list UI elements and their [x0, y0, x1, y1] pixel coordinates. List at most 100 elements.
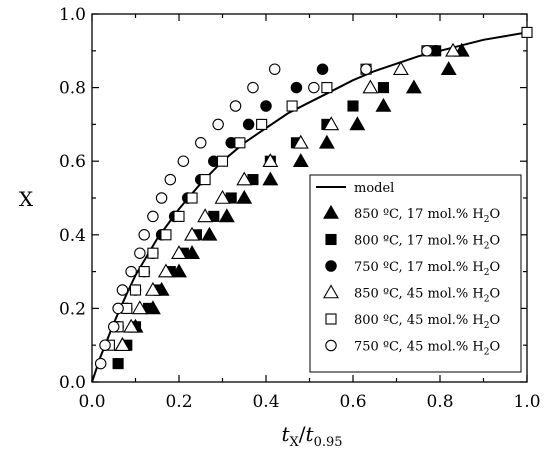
data-point-series-5 [234, 137, 246, 149]
legend-marker-series-4 [323, 284, 339, 299]
y-tick-label: 0.0 [59, 373, 86, 393]
legend-marker-series-5 [325, 313, 337, 325]
x-axis-title-den-sub: 0.95 [314, 435, 343, 450]
legend-marker-series-2 [325, 233, 337, 246]
data-point-series-3 [242, 118, 255, 131]
data-point-series-6 [99, 339, 111, 351]
data-point-series-6 [360, 63, 372, 75]
data-point-series-5 [186, 192, 198, 204]
legend-model-label: model [354, 181, 394, 196]
data-point-series-5 [216, 155, 229, 167]
data-point-series-4 [236, 171, 253, 186]
x-tick-label: 0.0 [78, 392, 105, 412]
data-point-series-1 [375, 97, 392, 112]
axis-ticks [91, 13, 528, 383]
data-point-series-1 [440, 61, 457, 75]
data-point-series-2 [347, 100, 359, 112]
data-point-series-6 [308, 81, 320, 94]
data-point-series-6 [268, 63, 281, 75]
data-markers [94, 26, 533, 370]
data-point-series-5 [199, 174, 211, 186]
x-axis-title-sub: X [290, 435, 300, 450]
data-point-series-5 [521, 26, 533, 38]
data-point-series-1 [292, 153, 309, 167]
legend-label-series-1: 850 ºC, 17 mol.% H2O [354, 207, 500, 225]
data-point-series-6 [164, 173, 177, 186]
data-point-series-5 [321, 82, 333, 94]
data-point-series-4 [392, 61, 409, 75]
x-tick-label: 0.4 [252, 392, 279, 412]
data-point-series-6 [229, 100, 242, 112]
legend-marker-series-3 [325, 260, 337, 272]
data-point-series-4 [262, 153, 279, 167]
data-point-series-5 [160, 229, 172, 241]
data-point-series-6 [112, 302, 124, 315]
y-tick-label: 0.8 [59, 79, 86, 99]
data-point-series-4 [184, 226, 200, 241]
data-point-series-5 [138, 266, 150, 278]
y-tick-label: 1.0 [59, 5, 86, 25]
data-point-series-1 [405, 79, 422, 94]
x-axis-title-slash: / [299, 422, 306, 446]
data-point-series-4 [214, 189, 231, 204]
legend-label-series-3: 750 ºC, 17 mol.% H2O [354, 260, 500, 278]
data-point-series-2 [112, 358, 124, 370]
data-point-series-4 [292, 134, 309, 149]
legend-label-series-6: 750 ºC, 45 mol.% H2O [354, 340, 500, 358]
data-point-series-6 [212, 118, 224, 131]
data-point-series-6 [147, 210, 159, 223]
model-curve [91, 31, 528, 383]
y-tick-label: 0.4 [59, 226, 86, 246]
data-point-series-6 [421, 45, 433, 57]
data-point-series-6 [94, 357, 107, 370]
data-point-series-6 [138, 229, 150, 241]
data-point-series-1 [349, 116, 366, 131]
data-point-series-6 [155, 192, 168, 204]
data-point-series-5 [147, 247, 159, 259]
legend-label-series-2: 800 ºC, 17 mol.% H2O [354, 234, 500, 252]
data-point-series-4 [362, 79, 379, 94]
data-point-series-4 [158, 263, 174, 278]
data-point-series-5 [173, 210, 185, 222]
data-point-series-4 [445, 42, 461, 57]
legend-label-series-4: 850 ºC, 45 mol.% H2O [354, 287, 500, 305]
data-point-series-6 [108, 321, 120, 333]
legend-label-series-5: 800 ºC, 45 mol.% H2O [354, 313, 500, 331]
x-tick-label: 0.6 [339, 392, 366, 412]
legend-box [309, 174, 522, 373]
data-point-series-2 [377, 82, 390, 94]
data-point-series-5 [286, 100, 298, 112]
y-axis-title: X [19, 187, 34, 211]
legend-marker-series-6 [325, 339, 337, 352]
data-point-series-1 [236, 189, 253, 204]
data-point-series-1 [262, 171, 279, 186]
data-point-series-6 [125, 265, 137, 278]
data-point-series-3 [316, 63, 329, 75]
legend-marker-series-1 [323, 204, 339, 219]
legend: model 850 ºC, 17 mol.% H2O 800 ºC, 17 mol… [309, 174, 522, 373]
y-tick-label: 0.2 [59, 299, 86, 319]
data-point-series-5 [129, 284, 142, 296]
data-point-series-6 [134, 247, 146, 259]
x-tick-label: 0.2 [165, 392, 192, 412]
data-point-series-1 [218, 208, 235, 223]
y-tick-label: 0.6 [59, 152, 86, 172]
data-point-series-4 [171, 245, 187, 260]
data-point-series-4 [197, 208, 214, 223]
data-point-series-4 [144, 281, 161, 296]
y-tick-labels: 0.0 0.2 0.4 0.6 0.8 1.0 [59, 5, 86, 393]
x-axis-title-t: t [281, 422, 290, 446]
x-axis-title-den: t [306, 422, 315, 446]
data-point-series-5 [256, 118, 268, 130]
data-point-series-1 [318, 134, 335, 149]
data-point-series-4 [123, 318, 140, 333]
data-point-series-4 [131, 300, 148, 315]
data-point-series-3 [260, 100, 272, 112]
data-point-series-6 [177, 155, 190, 167]
x-tick-labels: 0.0 0.2 0.4 0.6 0.8 1.0 [78, 392, 540, 412]
data-point-series-1 [201, 226, 218, 241]
data-point-series-6 [247, 81, 259, 94]
data-point-series-3 [290, 81, 303, 94]
x-tick-label: 1.0 [513, 392, 540, 412]
